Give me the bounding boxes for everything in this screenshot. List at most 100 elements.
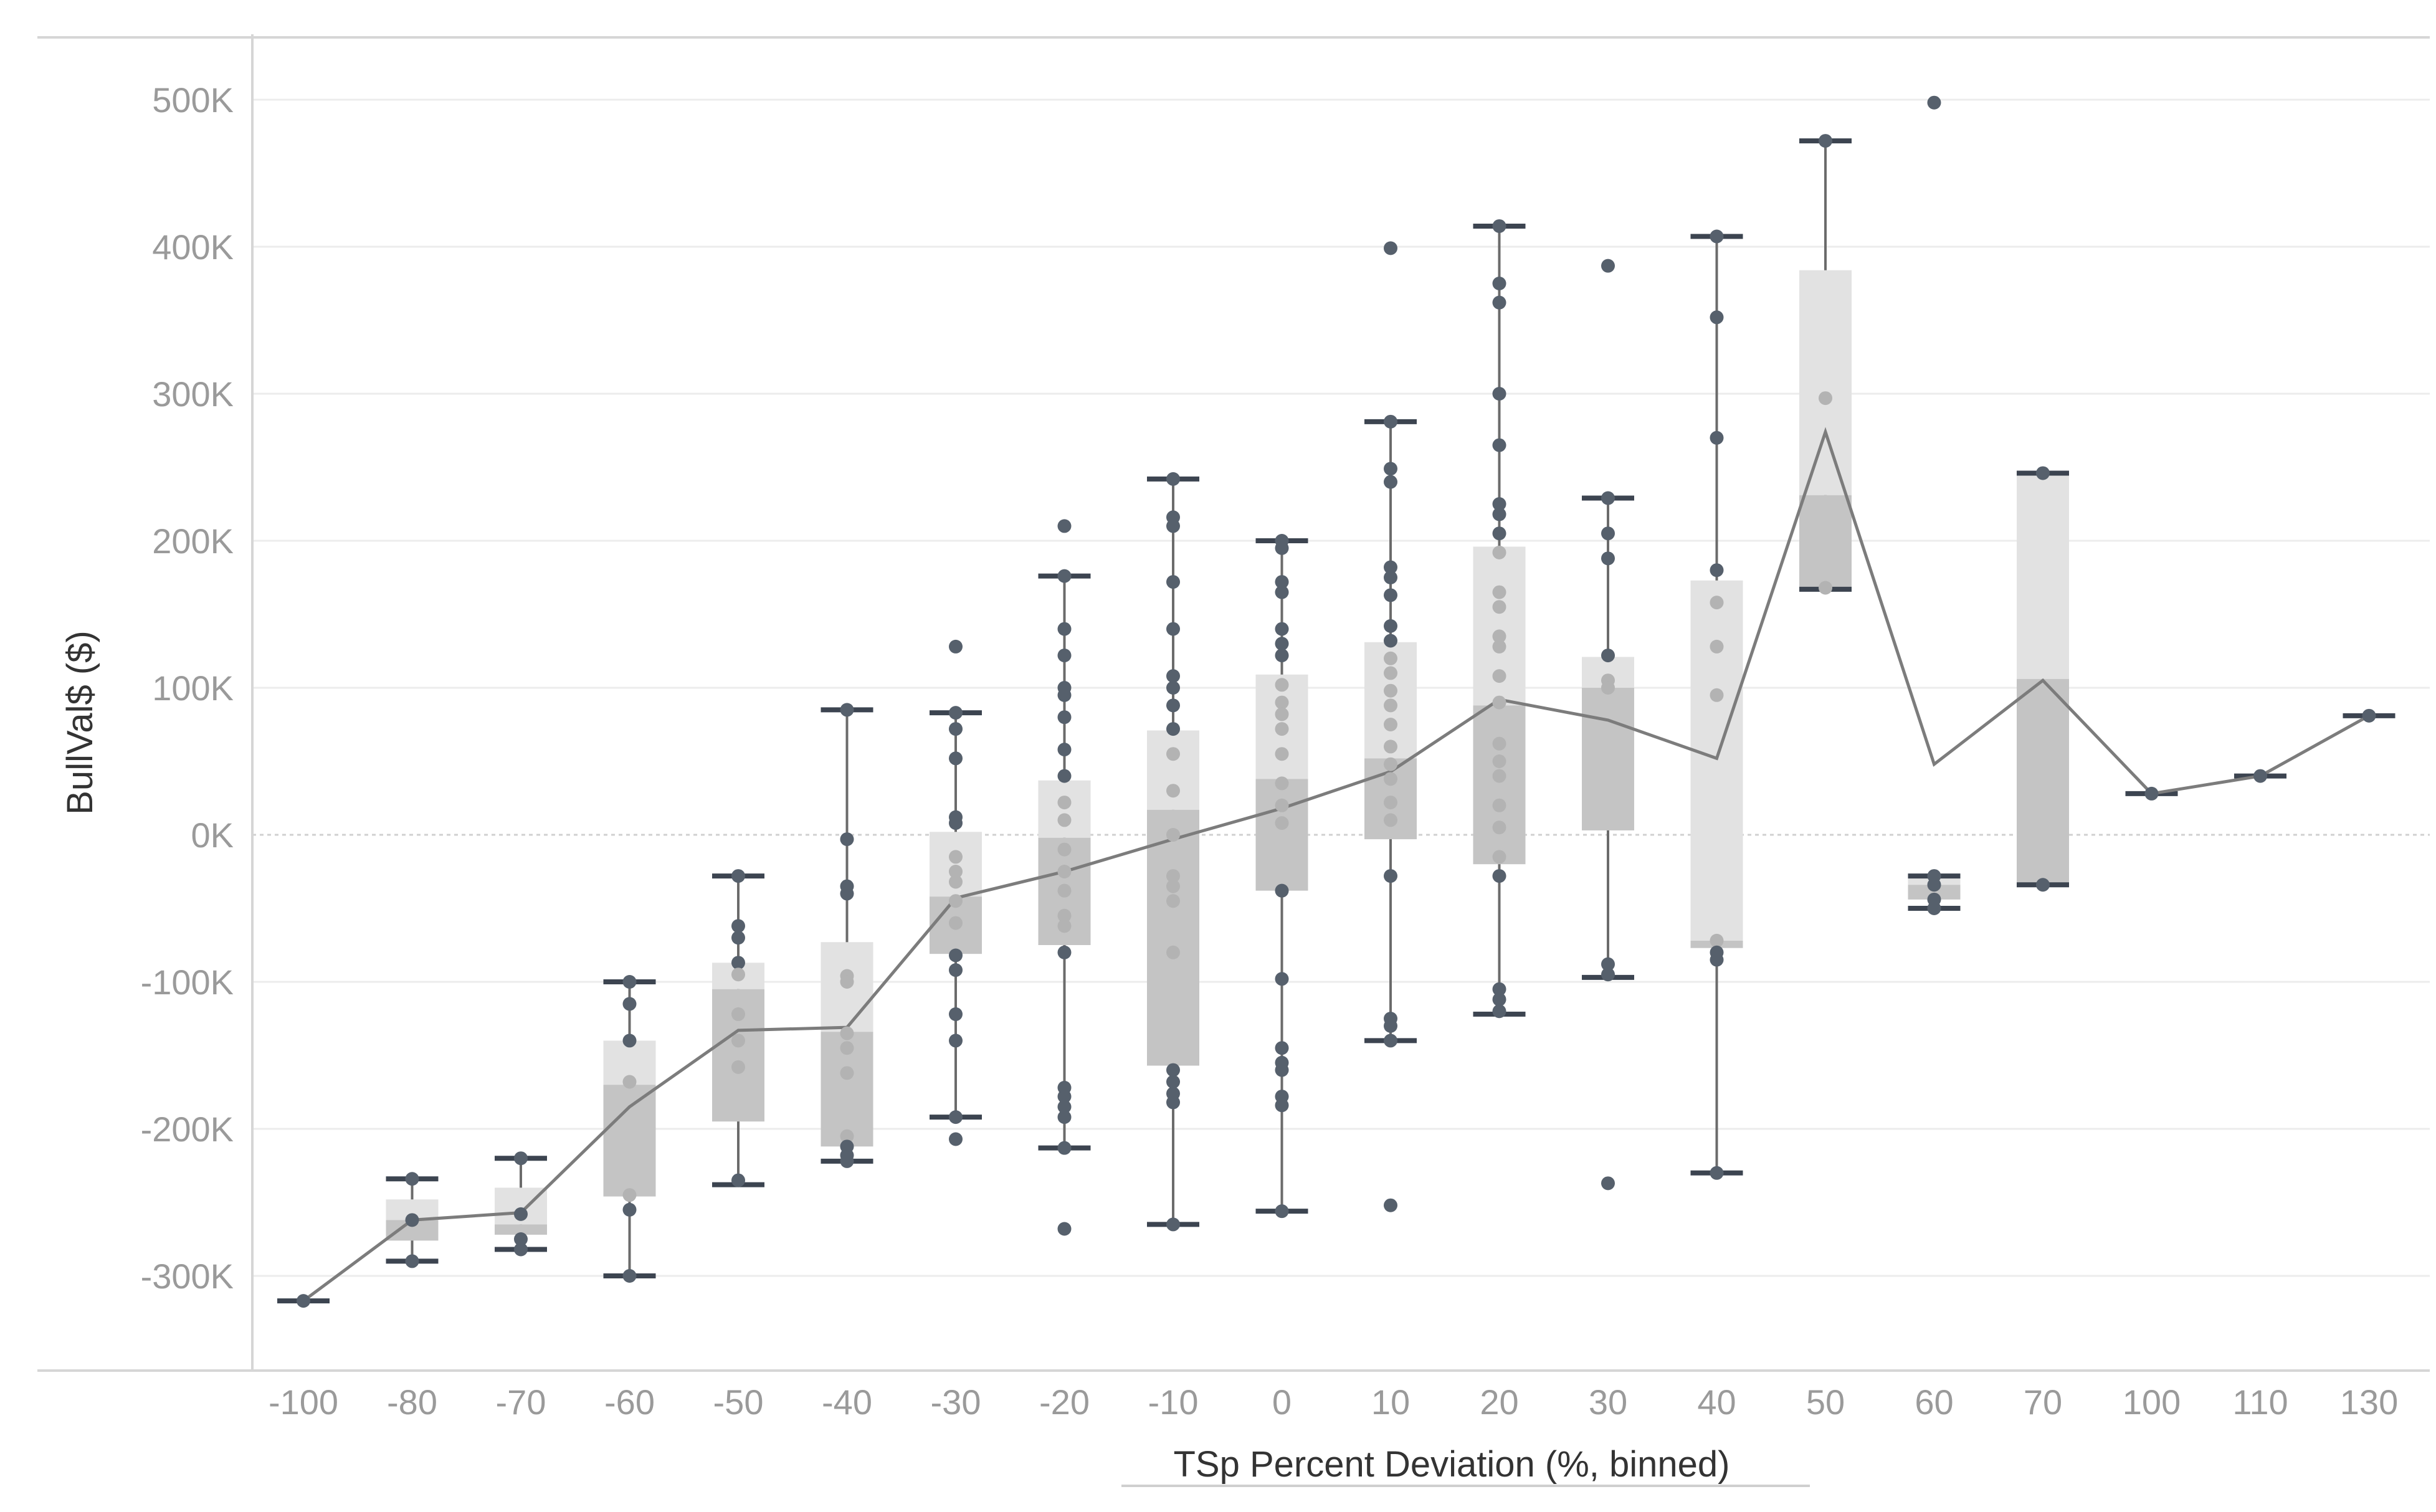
data-point [1275, 883, 1289, 898]
data-point [1492, 387, 1506, 401]
x-tick-label: -100 [269, 1382, 338, 1422]
data-point [1384, 414, 1397, 429]
data-point [1166, 575, 1180, 589]
data-point [1384, 869, 1397, 883]
data-point [1057, 649, 1072, 663]
data-point [1057, 769, 1072, 783]
gridlines [252, 98, 2430, 1277]
data-point [1384, 571, 1397, 584]
x-tick-label: 30 [1589, 1382, 1627, 1422]
data-point [1492, 1004, 1506, 1019]
data-point [1166, 945, 1180, 959]
data-point [1384, 666, 1397, 680]
data-point [1601, 1176, 1615, 1191]
data-point [622, 1188, 637, 1202]
data-point [1384, 1019, 1397, 1033]
x-tick-label: 130 [2340, 1382, 2398, 1422]
data-point [1166, 472, 1180, 486]
data-point [1492, 277, 1506, 290]
data-point [1275, 1063, 1289, 1077]
data-point [514, 1232, 528, 1246]
data-point [2036, 878, 2050, 892]
data-point [2253, 769, 2267, 783]
data-point [731, 1034, 745, 1048]
box-group [1473, 223, 1526, 1017]
data-point [1492, 695, 1506, 710]
data-point [1710, 933, 1724, 948]
data-point [1492, 600, 1506, 614]
data-point [1384, 588, 1397, 602]
data-point [1166, 722, 1180, 736]
data-point [1057, 1141, 1072, 1155]
data-point [1057, 1110, 1072, 1124]
data-point [1384, 698, 1397, 713]
data-point [1492, 639, 1506, 654]
data-point [1166, 698, 1180, 713]
data-point [731, 956, 745, 970]
data-point [1057, 919, 1072, 933]
data-point [1492, 585, 1506, 599]
data-point [622, 975, 637, 989]
data-point [1492, 798, 1506, 812]
data-point [731, 1060, 745, 1074]
x-axis-tick-labels: -100 -80 -70 -60 -50 -40 -30 -20 -10 0 10 20 30 40 50 6… [269, 1382, 2398, 1422]
y-tick-label: 0K [191, 815, 234, 855]
data-point [949, 850, 963, 864]
data-point [1166, 747, 1180, 761]
data-point [1275, 722, 1289, 736]
data-point [1166, 669, 1180, 683]
x-tick-label: 10 [1371, 1382, 1410, 1422]
data-point [1057, 1100, 1072, 1114]
data-point [1166, 1217, 1180, 1232]
data-point [1710, 596, 1724, 610]
data-point [840, 703, 854, 717]
x-tick-label: 70 [2024, 1382, 2062, 1422]
data-point [1384, 683, 1397, 698]
box-group [1799, 138, 1852, 592]
box-upper-half [1147, 730, 1199, 810]
data-point [1166, 784, 1180, 798]
data-point [1057, 796, 1072, 810]
boxes [277, 138, 2396, 1304]
y-tick-label: 400K [152, 227, 234, 267]
data-point [731, 919, 745, 933]
data-point [1384, 651, 1397, 665]
data-point [1601, 259, 1615, 273]
data-point [949, 722, 963, 736]
data-point [622, 1269, 637, 1283]
x-tick-label: -30 [931, 1382, 981, 1422]
x-tick-label: 40 [1697, 1382, 1736, 1422]
data-point [1275, 747, 1289, 761]
data-point [1601, 526, 1615, 541]
data-point [1492, 526, 1506, 541]
data-point [1601, 491, 1615, 505]
data-point [949, 916, 963, 930]
data-point [1057, 1222, 1072, 1236]
data-point [1057, 710, 1072, 725]
data-point [949, 1132, 963, 1146]
data-point [1492, 869, 1506, 883]
data-point [1166, 869, 1180, 883]
box-group [1582, 495, 1634, 980]
data-point [1492, 769, 1506, 783]
data-point [1275, 585, 1289, 599]
x-tick-label: -80 [387, 1382, 437, 1422]
box-upper-half [1690, 580, 1743, 941]
data-point [1275, 575, 1289, 589]
data-point [1601, 649, 1615, 663]
box-group [821, 707, 873, 1164]
data-point [1275, 816, 1289, 830]
data-point [1927, 95, 1941, 110]
data-point [1492, 545, 1506, 559]
data-point [1927, 878, 1941, 892]
data-point [1275, 637, 1289, 651]
data-point [622, 997, 637, 1011]
data-point [1057, 622, 1072, 636]
data-point [840, 1129, 854, 1143]
box-lower-half [1473, 705, 1526, 865]
data-point [840, 832, 854, 847]
data-point [2144, 786, 2159, 801]
data-point [1492, 507, 1506, 521]
x-axis-title: TSp Percent Deviation (%, binned) [1174, 1444, 1730, 1485]
data-point [949, 1110, 963, 1124]
